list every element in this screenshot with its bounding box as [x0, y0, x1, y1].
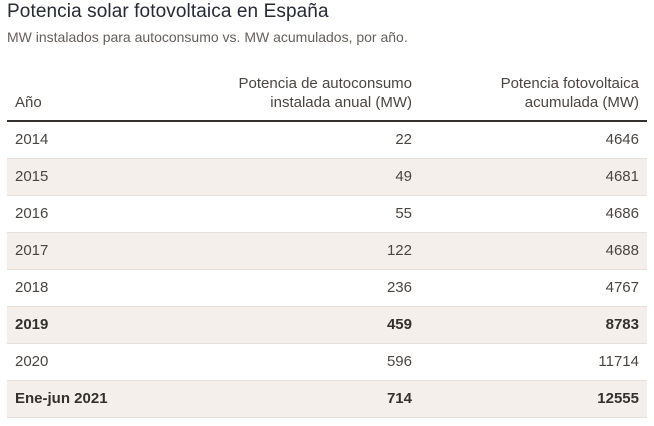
- data-table: Año Potencia de autoconsumo instalada an…: [7, 63, 647, 418]
- cell-year: Ene-jun 2021: [15, 390, 108, 407]
- cell-acumulada: 11714: [598, 353, 639, 370]
- cell-acumulada: 4646: [605, 131, 639, 148]
- cell-autoconsumo: 714: [386, 390, 412, 407]
- cell-acumulada: 4686: [605, 205, 639, 222]
- table-row: Ene-jun 2021 714 12555: [7, 381, 647, 418]
- table-row: 2017 122 4688: [7, 233, 647, 270]
- cell-autoconsumo: 55: [395, 205, 412, 222]
- cell-autoconsumo: 236: [386, 279, 412, 296]
- cell-year: 2015: [15, 168, 49, 185]
- cell-autoconsumo: 22: [395, 131, 412, 148]
- table-row: 2014 22 4646: [7, 122, 647, 159]
- cell-autoconsumo: 122: [386, 242, 412, 259]
- cell-year: 2014: [15, 131, 49, 148]
- table-row: 2015 49 4681: [7, 159, 647, 196]
- chart-subtitle: MW instalados para autoconsumo vs. MW ac…: [7, 29, 408, 45]
- table-row: 2019 459 8783: [7, 307, 647, 344]
- cell-year: 2018: [15, 279, 49, 296]
- cell-year: 2017: [15, 242, 49, 259]
- chart-title: Potencia solar fotovoltaica en España: [7, 1, 329, 22]
- cell-autoconsumo: 459: [386, 316, 412, 333]
- header-year: Año: [15, 94, 42, 111]
- table-row: 2020 596 11714: [7, 344, 647, 381]
- cell-acumulada: 4681: [605, 168, 639, 185]
- table-header: Año Potencia de autoconsumo instalada an…: [7, 63, 647, 122]
- cell-acumulada: 12555: [597, 390, 639, 407]
- table-row: 2016 55 4686: [7, 196, 647, 233]
- cell-year: 2020: [15, 353, 49, 370]
- cell-autoconsumo: 596: [386, 353, 412, 370]
- cell-acumulada: 4688: [605, 242, 639, 259]
- header-acumulada: Potencia fotovoltaica acumulada (MW): [500, 75, 639, 111]
- cell-year: 2019: [15, 316, 49, 333]
- table-body: 2014 22 4646 2015 49 4681 2016 55 4686 2017 122 468…: [7, 122, 647, 418]
- header-autoconsumo: Potencia de autoconsumo instalada anual …: [238, 75, 412, 111]
- cell-autoconsumo: 49: [395, 168, 412, 185]
- cell-acumulada: 8783: [605, 316, 639, 333]
- table-row: 2018 236 4767: [7, 270, 647, 307]
- cell-year: 2016: [15, 205, 49, 222]
- cell-acumulada: 4767: [605, 279, 639, 296]
